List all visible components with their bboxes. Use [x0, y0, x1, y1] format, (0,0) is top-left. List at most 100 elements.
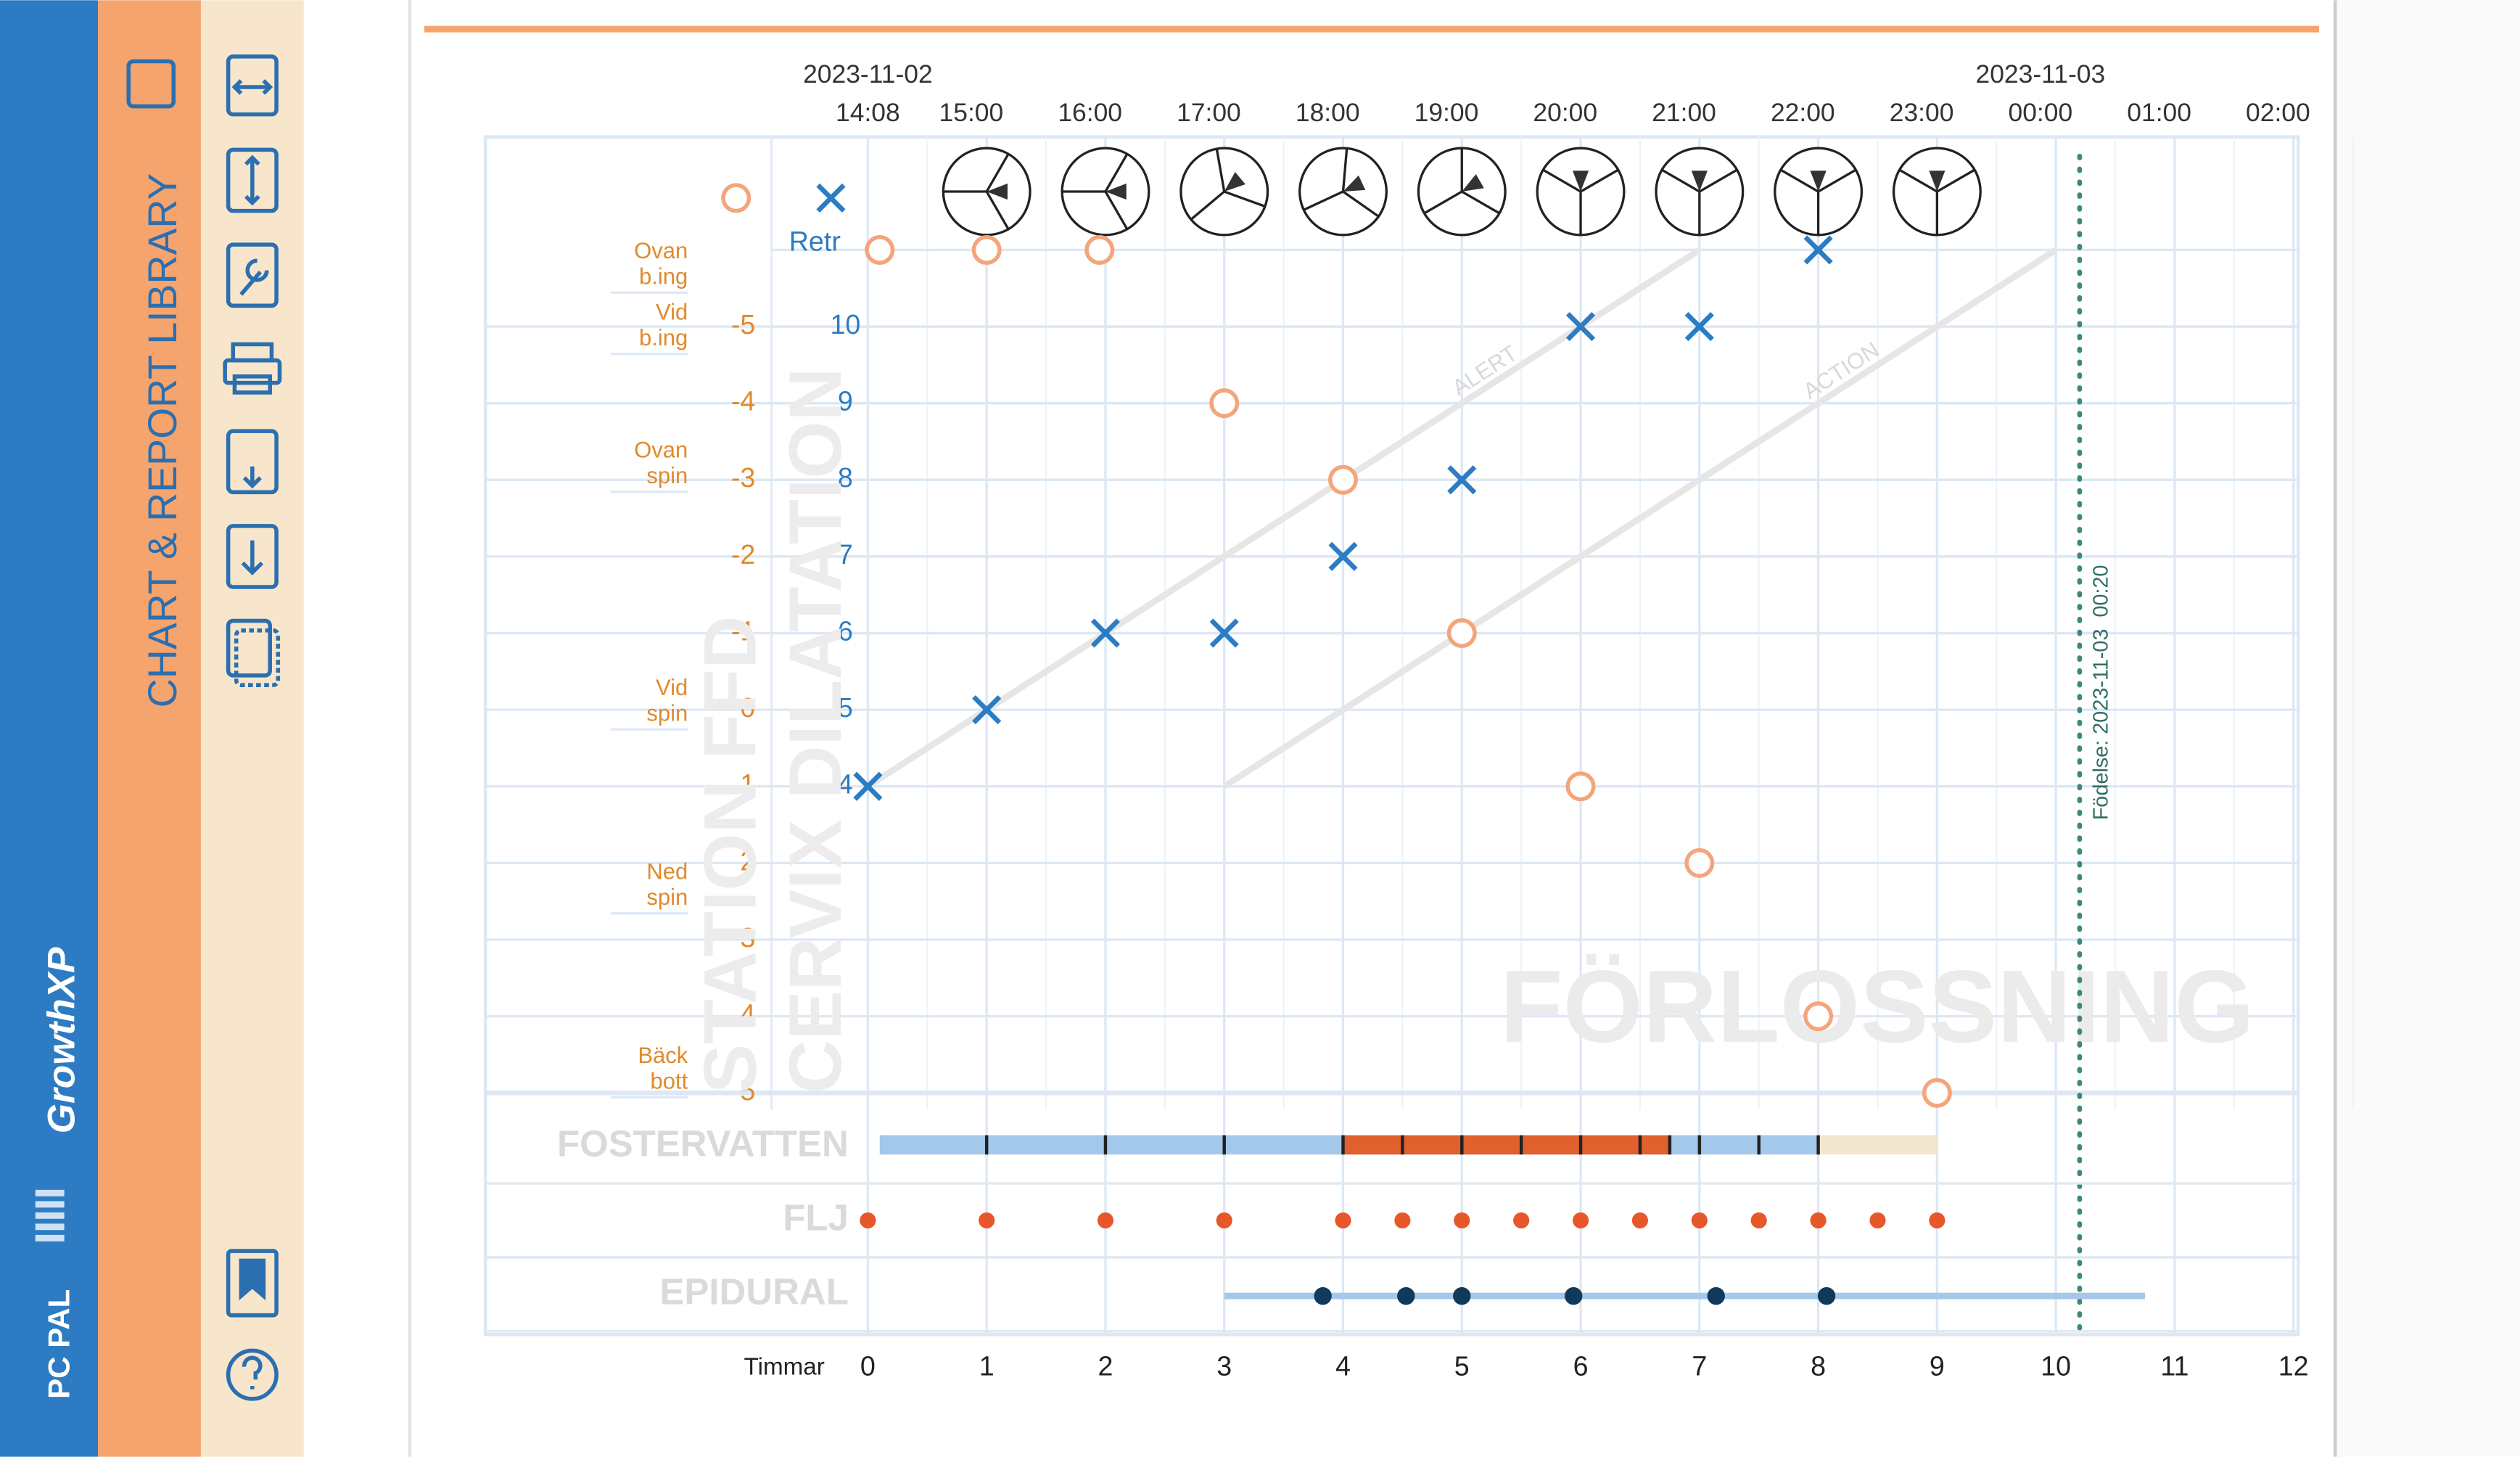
bookmark-icon[interactable] — [226, 1249, 279, 1318]
epidural-dot — [1397, 1286, 1415, 1305]
hour-label: 7 — [1692, 1351, 1707, 1382]
icon-wedge — [1462, 174, 1484, 192]
dilation-tick-label: 10 — [830, 309, 860, 340]
fit-width-icon[interactable] — [226, 54, 279, 117]
dilation-tick-label: Retr — [789, 226, 841, 257]
station-zone-label: bott — [651, 1068, 688, 1093]
dilation-mark — [1803, 235, 1833, 265]
flj-dot — [1631, 1212, 1649, 1229]
icon-line — [1698, 168, 1738, 193]
fetal-position-icon — [1655, 147, 1745, 237]
station-tick-label: -2 — [731, 539, 755, 570]
dilation-tick-label: 7 — [838, 539, 853, 570]
time-label: 18:00 — [1296, 98, 1360, 127]
icon-line — [1190, 190, 1225, 221]
time-label: 23:00 — [1890, 98, 1954, 127]
icon-line — [1215, 148, 1226, 192]
time-label: 16:00 — [1058, 98, 1122, 127]
chart-frame — [483, 135, 2300, 1337]
watermark: CERVIX DILATATION — [774, 368, 857, 1093]
icon-line — [1104, 153, 1129, 192]
icon-line — [1779, 168, 1819, 193]
time-label: 14:08 — [836, 98, 900, 127]
settings-icon[interactable] — [226, 242, 279, 308]
dilation-mark — [1209, 618, 1239, 648]
icon-wedge — [1572, 171, 1589, 192]
watermark: STATION FFD — [689, 615, 772, 1093]
date-label: 2023-11-02 — [803, 59, 933, 89]
hours-label: Timmar — [744, 1354, 825, 1381]
icon-line — [985, 191, 1010, 230]
time-label: 17:00 — [1177, 98, 1241, 127]
pdf-icon[interactable] — [226, 429, 279, 495]
station-zone-label: spin — [646, 463, 688, 488]
flj-dot — [1869, 1212, 1886, 1229]
icon-line — [1898, 168, 1938, 193]
title-strip — [98, 0, 201, 1457]
epidural-dot — [1453, 1286, 1471, 1305]
flj-dot — [1097, 1212, 1114, 1229]
station-zone-label: spin — [646, 885, 688, 910]
station-mark — [1684, 847, 1715, 878]
station-mark — [1446, 618, 1477, 649]
fetal-position-icon — [1892, 147, 1982, 237]
station-tick-label: -3 — [731, 462, 755, 493]
help-icon[interactable] — [226, 1348, 279, 1401]
time-label: 02:00 — [2246, 98, 2310, 127]
station-mark — [865, 234, 895, 265]
download-icon[interactable] — [226, 524, 279, 589]
icons — [126, 54, 282, 1401]
dilation-mark — [1090, 618, 1121, 648]
hour-label: 1 — [979, 1351, 995, 1382]
flj-dot — [1691, 1212, 1708, 1229]
station-tick-label: 0 — [740, 692, 755, 723]
copy-icon[interactable] — [226, 618, 272, 678]
fetal-position-icon — [1298, 147, 1388, 237]
fostervatten-segment — [1818, 1135, 1938, 1155]
dilation-tick-label: 6 — [838, 615, 853, 646]
fetal-position-icon — [1774, 147, 1864, 237]
watermark: FÖRLOSSNING — [1500, 950, 2255, 1064]
flj-dot — [1810, 1212, 1827, 1229]
legend-dilation — [816, 183, 846, 213]
station-zone-label: b.ing — [639, 263, 688, 289]
flj-dot — [860, 1212, 876, 1229]
flj-dot — [1335, 1212, 1351, 1229]
dilation-mark — [853, 771, 883, 801]
fetal-position-icon — [942, 147, 1032, 237]
fostervatten-segment — [1343, 1135, 1670, 1155]
hour-label: 2 — [1098, 1351, 1113, 1382]
toolbar — [200, 0, 304, 1457]
dilation-mark — [1328, 541, 1358, 571]
flj-dot — [1216, 1212, 1232, 1229]
station-mark — [1084, 234, 1115, 265]
fit-height-icon[interactable] — [226, 147, 279, 213]
station-tick-label: -1 — [731, 615, 755, 646]
dilation-mark — [1565, 311, 1596, 342]
dilation-tick-label: 4 — [838, 769, 853, 800]
library-icon[interactable] — [126, 59, 176, 109]
dilation-tick-label: 8 — [838, 462, 853, 493]
station-zone-label: Ned — [646, 859, 688, 885]
birth-label: Födelse: 2023-11-03 00:20 — [2090, 565, 2113, 821]
station-tick-label: 4 — [740, 999, 755, 1030]
hour-label: 6 — [1573, 1351, 1589, 1382]
station-mark — [971, 234, 1002, 265]
fetal-position-icon — [1417, 147, 1507, 237]
station-tick-label: 1 — [740, 769, 755, 800]
flj-dot — [1750, 1212, 1767, 1229]
icon-line — [1104, 191, 1129, 230]
flj-dot — [1572, 1212, 1589, 1229]
icon-wedge — [1343, 175, 1366, 192]
time-label: 21:00 — [1652, 98, 1716, 127]
icon-line — [1423, 190, 1463, 215]
flj-dot — [1929, 1212, 1945, 1229]
flj-dot — [979, 1212, 995, 1229]
alert-line — [866, 247, 1702, 789]
brand: PC PAL — [41, 1289, 75, 1399]
icon-line — [1817, 168, 1857, 193]
station-tick-label: 5 — [740, 1075, 755, 1106]
epidural-label: EPIDURAL — [659, 1271, 848, 1312]
